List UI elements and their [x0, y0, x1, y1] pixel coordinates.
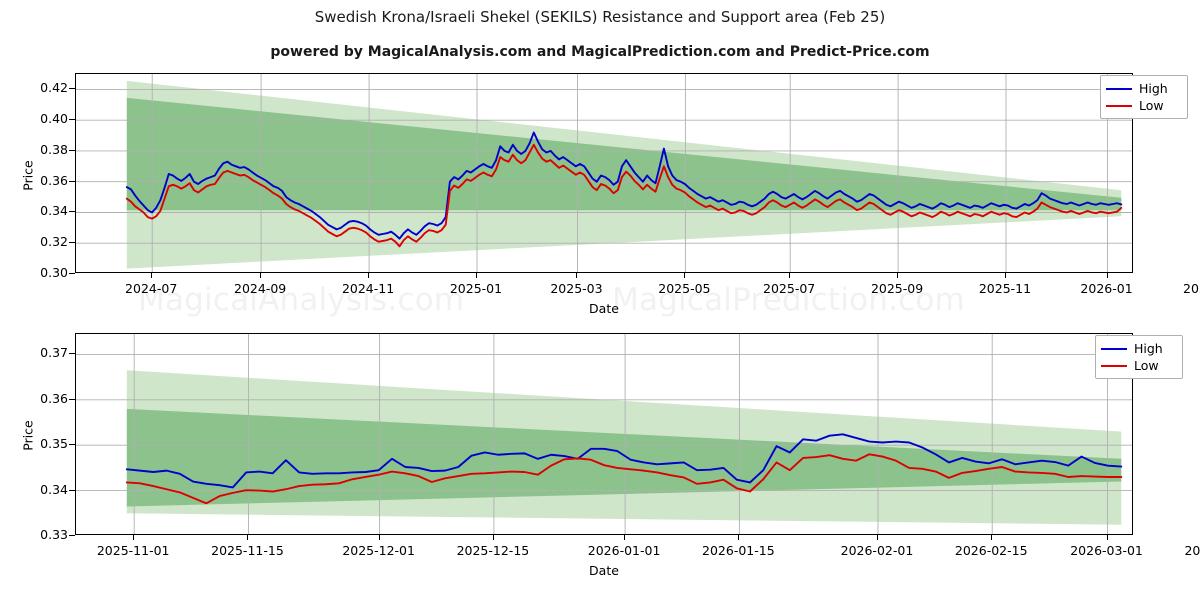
x-tick-mark — [876, 535, 878, 540]
y-tick-label: 0.37 — [40, 345, 68, 361]
support-resistance-inner-band — [126, 408, 1122, 507]
y-tick-mark — [69, 444, 75, 446]
legend-swatch-low — [1101, 364, 1127, 367]
x-tick-mark — [624, 535, 626, 540]
series-line-low — [125, 143, 1123, 248]
y-tick-label: 0.38 — [40, 141, 68, 157]
x-tick-mark — [897, 273, 899, 278]
y-tick-label: 0.34 — [40, 481, 68, 497]
y-tick-label: 0.35 — [40, 436, 68, 452]
overview-plot-area — [75, 73, 1133, 273]
legend-item-low[interactable]: Low — [1101, 357, 1176, 374]
legend-item-low[interactable]: Low — [1106, 97, 1181, 114]
y-tick-mark — [69, 398, 75, 400]
x-tick-mark — [492, 535, 494, 540]
x-tick-mark — [576, 273, 578, 278]
x-tick-label: 2026-01-15 — [702, 543, 775, 558]
x-tick-label: 2026-03-15 — [1184, 543, 1200, 558]
gridlines — [76, 334, 1132, 534]
x-tick-mark — [1106, 535, 1108, 540]
y-tick-mark — [69, 211, 75, 213]
x-tick-label: 2025-11 — [978, 281, 1032, 296]
support-resistance-inner-band — [126, 97, 1122, 211]
overview-chart-panel: Price 0.30 0.32 0.34 0.36 0.38 0.40 0.42 2024-… — [0, 73, 1200, 316]
x-tick-mark — [738, 535, 740, 540]
x-tick-label: 2026-03-01 — [1070, 543, 1143, 558]
x-tick-mark — [368, 273, 370, 278]
x-tick-mark — [260, 273, 262, 278]
x-tick-label: 2026-03 — [1183, 281, 1200, 296]
y-tick-label: 0.33 — [40, 527, 68, 542]
legend-swatch-high — [1101, 347, 1127, 350]
x-tick-label: 2024-09 — [234, 281, 287, 296]
page-subtitle: powered by MagicalAnalysis.com and Magic… — [270, 44, 930, 60]
y-tick-mark — [69, 353, 75, 355]
y-tick-label: 0.40 — [40, 111, 68, 127]
x-tick-label: 2025-03 — [550, 281, 603, 296]
y-tick-mark — [69, 119, 75, 121]
y-tick-mark — [69, 489, 75, 491]
y-tick-label: 0.36 — [40, 390, 68, 406]
x-tick-label: 2025-01 — [449, 281, 503, 296]
legend-label: High — [1139, 81, 1168, 96]
overview-x-axis-label: Date — [589, 301, 619, 316]
legend-label: High — [1134, 341, 1163, 356]
x-tick-label: 2026-02-15 — [954, 543, 1028, 558]
x-tick-label: 2024-07 — [125, 281, 178, 296]
page-title: Swedish Krona/Israeli Shekel (SEKILS) Re… — [314, 8, 886, 26]
x-tick-label: 2026-01 — [1080, 281, 1133, 296]
x-tick-mark — [378, 535, 380, 540]
x-tick-label: 2025-05 — [658, 281, 711, 296]
x-tick-label: 2026-01-01 — [587, 543, 661, 558]
legend-label: Low — [1139, 98, 1164, 113]
y-tick-label: 0.36 — [40, 172, 68, 188]
zoom-legend: High Low — [1095, 335, 1183, 379]
legend-swatch-high — [1106, 87, 1132, 90]
x-tick-mark — [247, 535, 249, 540]
y-tick-mark — [69, 273, 75, 274]
y-tick-label: 0.34 — [40, 203, 68, 219]
x-tick-mark — [991, 535, 993, 540]
y-tick-label: 0.42 — [40, 80, 68, 96]
x-tick-mark — [151, 273, 153, 278]
x-tick-mark — [133, 535, 135, 540]
x-tick-mark — [789, 273, 791, 278]
series-line-high — [125, 131, 1123, 240]
y-tick-label: 0.32 — [40, 234, 68, 250]
legend-label: Low — [1134, 358, 1159, 373]
legend-item-high[interactable]: High — [1101, 340, 1176, 357]
x-tick-mark — [1004, 273, 1006, 278]
legend-item-high[interactable]: High — [1106, 80, 1181, 97]
x-tick-label: 2025-11-01 — [96, 543, 170, 558]
series-line-low — [125, 453, 1123, 505]
x-tick-label: 2025-11-15 — [211, 543, 284, 558]
zoom-plot-area — [75, 333, 1133, 535]
overview-legend: High Low — [1100, 75, 1188, 119]
x-tick-mark — [684, 273, 686, 278]
y-tick-mark — [69, 242, 75, 244]
zoom-x-axis-label: Date — [589, 563, 619, 578]
y-tick-mark — [69, 88, 75, 90]
y-tick-mark — [69, 149, 75, 151]
gridlines — [76, 74, 1132, 272]
zoom-chart-panel: Price 0.33 0.34 0.35 0.36 0.37 2025-11-01 202… — [0, 333, 1200, 593]
x-tick-mark — [1106, 273, 1108, 278]
x-tick-label: 2025-12-15 — [456, 543, 530, 558]
x-tick-label: 2024-11 — [341, 281, 395, 296]
x-tick-label: 2026-02-01 — [840, 543, 914, 558]
x-tick-mark — [475, 273, 477, 278]
y-tick-mark — [69, 535, 75, 536]
legend-swatch-low — [1106, 104, 1132, 107]
series-line-high — [125, 433, 1123, 489]
y-tick-label: 0.30 — [40, 265, 68, 280]
x-tick-label: 2025-12-01 — [342, 543, 415, 558]
x-tick-label: 2025-07 — [763, 281, 816, 296]
x-tick-label: 2025-09 — [870, 281, 924, 296]
y-tick-mark — [69, 180, 75, 182]
